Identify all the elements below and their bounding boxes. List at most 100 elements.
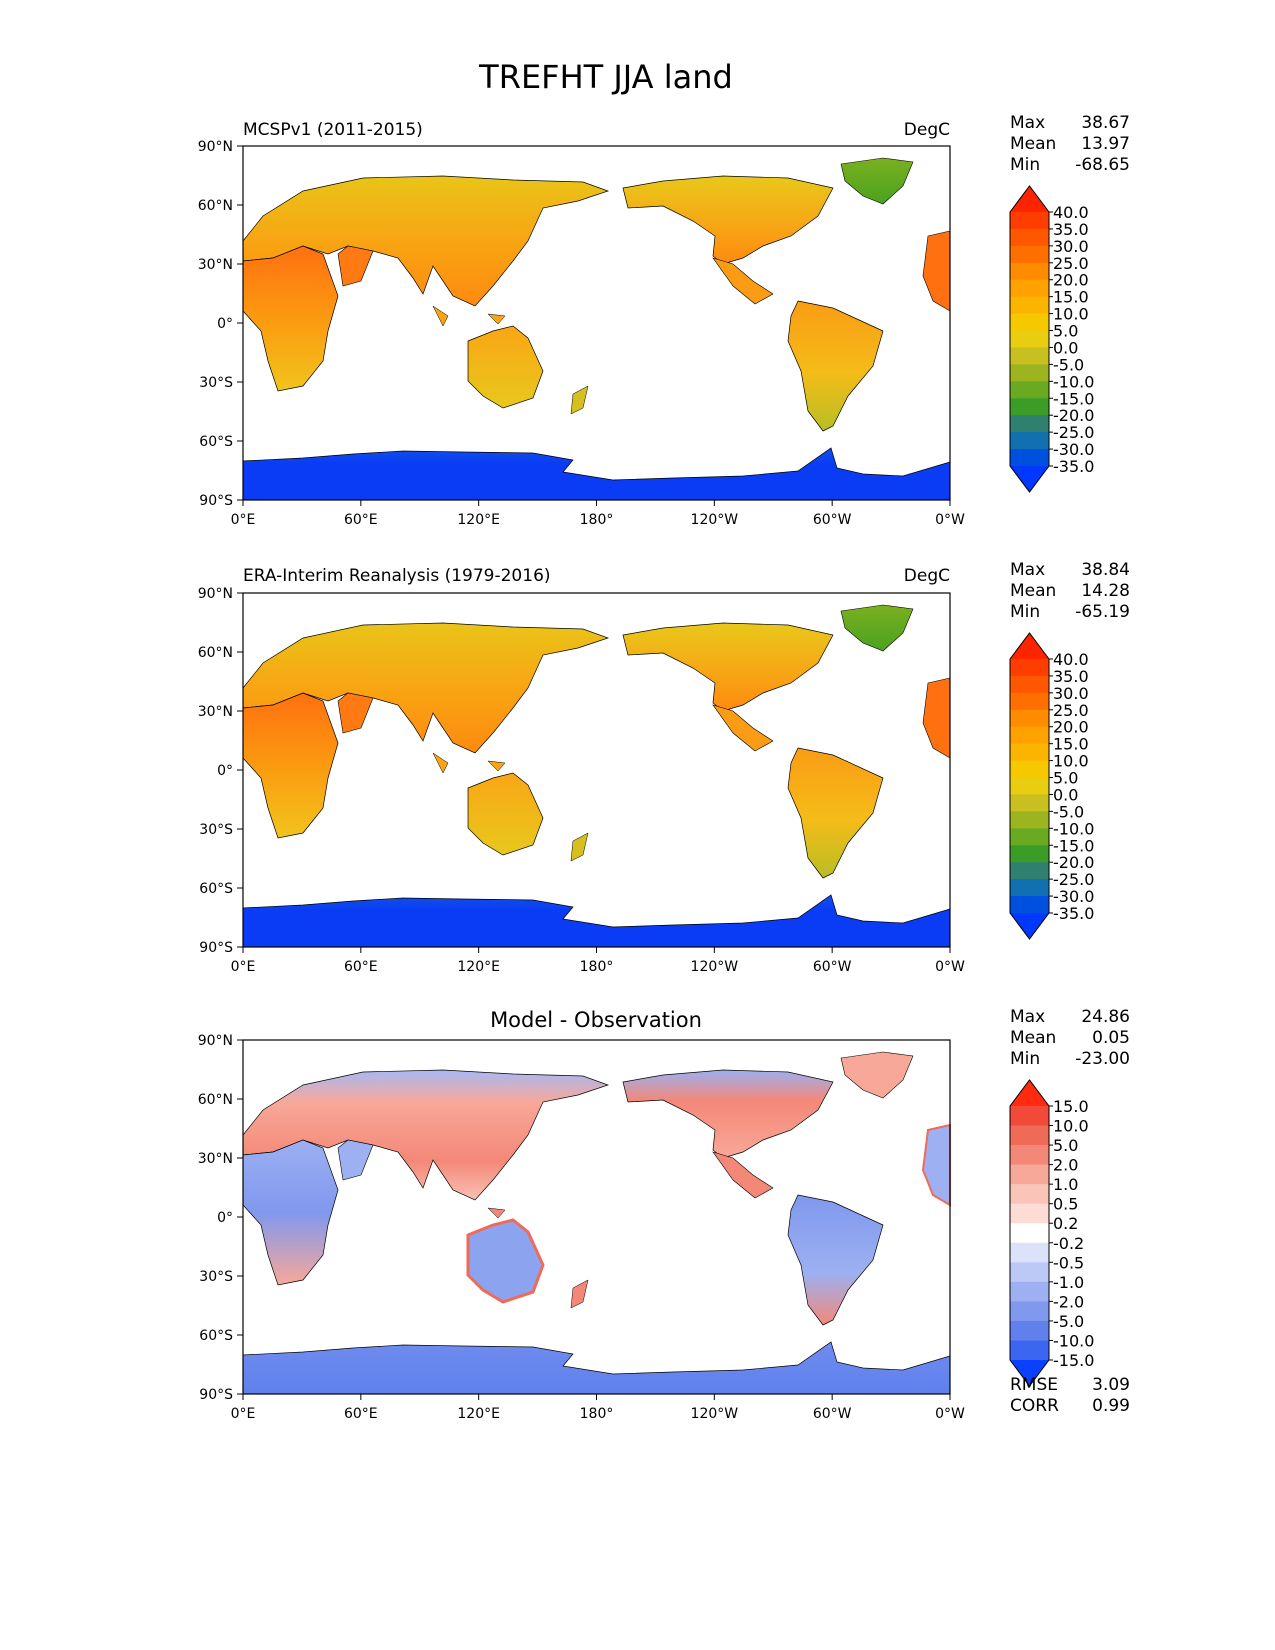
colorbar-label: -20.0 bbox=[1053, 853, 1094, 872]
lat-tick-label: 90°S bbox=[199, 940, 233, 956]
lon-tick-label: 120°W bbox=[691, 512, 739, 528]
colorbar-segment bbox=[1010, 845, 1049, 863]
lon-tick-label: 120°W bbox=[691, 1406, 739, 1422]
stat-label: Min bbox=[1010, 1049, 1040, 1069]
colorbar-label: 35.0 bbox=[1053, 667, 1089, 686]
colorbar-label: 2.0 bbox=[1053, 1156, 1078, 1175]
colorbar-label: -5.0 bbox=[1053, 802, 1084, 821]
colorbar-extend-min bbox=[1010, 913, 1049, 939]
colorbar-segment bbox=[1010, 777, 1049, 795]
colorbar-segment bbox=[1010, 432, 1049, 450]
lat-tick-label: 60°N bbox=[198, 645, 233, 661]
longitude-axis: 0°E 60°E 120°E 180° 120°W 60°W 0°W bbox=[231, 500, 965, 528]
colorbar-label: 30.0 bbox=[1053, 237, 1089, 256]
panel-center-title: Model - Observation bbox=[490, 1008, 702, 1032]
map-difference bbox=[241, 1039, 952, 1396]
colorbar-extend-max bbox=[1010, 633, 1049, 659]
colorbar-segment bbox=[1010, 1340, 1049, 1361]
colorbar-segment bbox=[1010, 743, 1049, 762]
colorbar-label: -0.2 bbox=[1053, 1234, 1084, 1253]
colorbar-label: 20.0 bbox=[1053, 271, 1089, 290]
lat-tick-label: 30°N bbox=[198, 704, 233, 720]
colorbar-segment bbox=[1010, 313, 1049, 332]
colorbar-label: 5.0 bbox=[1053, 1136, 1078, 1155]
colorbar-extend-max bbox=[1010, 186, 1049, 212]
lon-tick-label: 180° bbox=[580, 1406, 614, 1422]
longitude-axis: 0°E 60°E 120°E 180° 120°W 60°W 0°W bbox=[231, 947, 965, 975]
colorbar-label: 0.0 bbox=[1053, 338, 1078, 357]
lon-tick-label: 60°W bbox=[813, 959, 852, 975]
lat-tick-label: 60°S bbox=[199, 434, 233, 450]
lat-tick-label: 30°N bbox=[198, 1151, 233, 1167]
colorbar-segment bbox=[1010, 279, 1049, 298]
lon-tick-label: 0°E bbox=[231, 1406, 256, 1422]
stat-label: Min bbox=[1010, 602, 1040, 622]
stat-value: 38.84 bbox=[1081, 560, 1130, 580]
stat-value: 24.86 bbox=[1081, 1007, 1130, 1027]
colorbar-segment bbox=[1010, 1281, 1049, 1302]
colorbar: 40.035.030.025.020.015.010.05.00.0-5.0-1… bbox=[1009, 185, 1094, 493]
rmse-label: RMSE bbox=[1010, 1375, 1058, 1395]
panel-left-title: ERA-Interim Reanalysis (1979-2016) bbox=[243, 566, 551, 586]
stat-value: -68.65 bbox=[1075, 155, 1130, 175]
lon-tick-label: 60°W bbox=[813, 512, 852, 528]
lon-tick-label: 0°E bbox=[231, 512, 256, 528]
colorbar-label: -25.0 bbox=[1053, 870, 1094, 889]
lon-tick-label: 120°E bbox=[457, 1406, 500, 1422]
colorbar: 40.035.030.025.020.015.010.05.00.0-5.0-1… bbox=[1009, 632, 1094, 940]
colorbar-extend-min bbox=[1010, 1360, 1049, 1386]
colorbar-label: -1.0 bbox=[1053, 1273, 1084, 1292]
colorbar-segment bbox=[1010, 1203, 1049, 1224]
colorbar-segment bbox=[1010, 1242, 1049, 1263]
colorbar-segment bbox=[1010, 1223, 1049, 1244]
longitude-axis: 0°E 60°E 120°E 180° 120°W 60°W 0°W bbox=[231, 1394, 965, 1422]
colorbar: 15.010.05.02.01.00.50.2-0.2-0.5-1.0-2.0-… bbox=[1009, 1079, 1094, 1387]
lat-tick-label: 60°N bbox=[198, 198, 233, 214]
stat-value: 0.05 bbox=[1092, 1028, 1130, 1048]
lat-tick-label: 60°N bbox=[198, 1092, 233, 1108]
corr-value: 0.99 bbox=[1092, 1396, 1130, 1416]
lon-tick-label: 60°E bbox=[344, 1406, 378, 1422]
panel-observation: ERA-Interim Reanalysis (1979-2016) DegC … bbox=[198, 560, 1130, 975]
colorbar-label: -0.5 bbox=[1053, 1253, 1084, 1272]
colorbar-segment bbox=[1010, 1125, 1049, 1146]
colorbar-label: 35.0 bbox=[1053, 220, 1089, 239]
colorbar-segment bbox=[1010, 811, 1049, 829]
lon-tick-label: 0°W bbox=[935, 512, 965, 528]
map-observation bbox=[242, 592, 951, 948]
colorbar-segment bbox=[1010, 896, 1049, 914]
colorbar-label: -2.0 bbox=[1053, 1292, 1084, 1311]
latitude-axis: 90°N 60°N 30°N 0° 30°S 60°S 90°S bbox=[198, 1033, 243, 1403]
colorbar-label: -30.0 bbox=[1053, 887, 1094, 906]
colorbar-label: -10.0 bbox=[1053, 1331, 1094, 1350]
lon-tick-label: 120°W bbox=[691, 959, 739, 975]
colorbar-label: -15.0 bbox=[1053, 1351, 1094, 1370]
colorbar-segment bbox=[1010, 245, 1049, 264]
colorbar-segment bbox=[1010, 212, 1049, 230]
colorbar-label: 10.0 bbox=[1053, 305, 1089, 324]
lat-tick-label: 30°N bbox=[198, 257, 233, 273]
lon-tick-label: 0°E bbox=[231, 959, 256, 975]
panel-units: DegC bbox=[904, 566, 950, 586]
lat-tick-label: 90°N bbox=[198, 1033, 233, 1049]
lat-tick-label: 60°S bbox=[199, 1328, 233, 1344]
colorbar-label: -10.0 bbox=[1053, 819, 1094, 838]
panel-difference: Model - Observation 90°N 60°N 30°N 0° 30°S 60… bbox=[198, 1007, 1130, 1422]
colorbar-segment bbox=[1010, 296, 1049, 315]
colorbar-label: -25.0 bbox=[1053, 423, 1094, 442]
lon-tick-label: 60°E bbox=[344, 512, 378, 528]
lon-tick-label: 60°W bbox=[813, 1406, 852, 1422]
stats-block: Max 38.84 Mean 14.28 Min -65.19 bbox=[1010, 560, 1130, 622]
lat-tick-label: 90°N bbox=[198, 139, 233, 155]
colorbar-segment bbox=[1010, 794, 1049, 812]
lat-tick-label: 0° bbox=[217, 763, 233, 779]
corr-label: CORR bbox=[1010, 1396, 1059, 1416]
stat-label: Mean bbox=[1010, 1028, 1056, 1048]
lon-tick-label: 180° bbox=[580, 959, 614, 975]
colorbar-segment bbox=[1010, 760, 1049, 779]
stat-value: -65.19 bbox=[1075, 602, 1130, 622]
latitude-axis: 90°N 60°N 30°N 0° 30°S 60°S 90°S bbox=[198, 139, 243, 509]
colorbar-label: 15.0 bbox=[1053, 288, 1089, 307]
colorbar-extend-max bbox=[1010, 1080, 1049, 1106]
